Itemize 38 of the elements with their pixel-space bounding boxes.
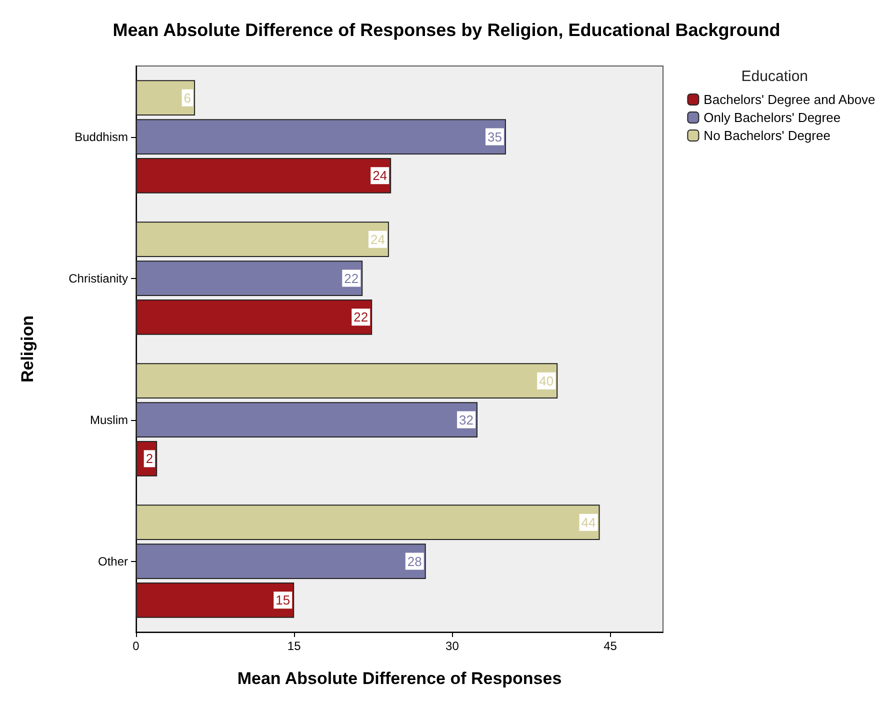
legend-label: Only Bachelors' Degree bbox=[704, 110, 841, 125]
data-label: 22 bbox=[354, 310, 368, 325]
y-tick-label: Other bbox=[98, 554, 128, 568]
y-tick-label: Muslim bbox=[90, 412, 128, 427]
data-label: 44 bbox=[581, 514, 596, 530]
bar bbox=[136, 158, 392, 194]
x-tick-label: 0 bbox=[132, 639, 140, 653]
legend-title: Education bbox=[741, 68, 808, 85]
bar bbox=[136, 402, 478, 438]
bar bbox=[136, 582, 294, 618]
data-label: 35 bbox=[487, 129, 502, 144]
bar bbox=[136, 299, 372, 335]
bar bbox=[136, 544, 426, 579]
data-label: 32 bbox=[459, 412, 474, 428]
data-label: 22 bbox=[344, 270, 359, 286]
x-tick-label: 15 bbox=[287, 639, 302, 653]
bar bbox=[136, 80, 196, 116]
data-label: 6 bbox=[184, 90, 192, 106]
data-label: 40 bbox=[539, 373, 554, 388]
bar bbox=[136, 222, 389, 258]
y-tick-label: Buddhism bbox=[74, 130, 128, 144]
data-label: 2 bbox=[146, 451, 154, 466]
data-label: 28 bbox=[407, 554, 422, 569]
legend-label: No Bachelors' Degree bbox=[704, 128, 830, 143]
legend-label: Bachelors' Degree and Above bbox=[704, 92, 876, 107]
data-label: 15 bbox=[276, 592, 290, 608]
chart-title: Mean Absolute Difference of Responses by Religion, Educational Background bbox=[112, 20, 780, 40]
y-axis-title: Religion bbox=[18, 315, 37, 383]
x-axis-title: Mean Absolute Difference of Responses bbox=[237, 669, 562, 688]
bar bbox=[136, 363, 558, 399]
bar bbox=[136, 119, 506, 154]
y-tick-label: Christianity bbox=[68, 271, 128, 286]
x-tick-label: 30 bbox=[446, 639, 460, 653]
data-label: 24 bbox=[370, 232, 385, 247]
x-tick-label: 45 bbox=[604, 639, 618, 653]
bar bbox=[136, 504, 600, 540]
data-label: 24 bbox=[372, 168, 388, 184]
bar bbox=[136, 260, 363, 296]
